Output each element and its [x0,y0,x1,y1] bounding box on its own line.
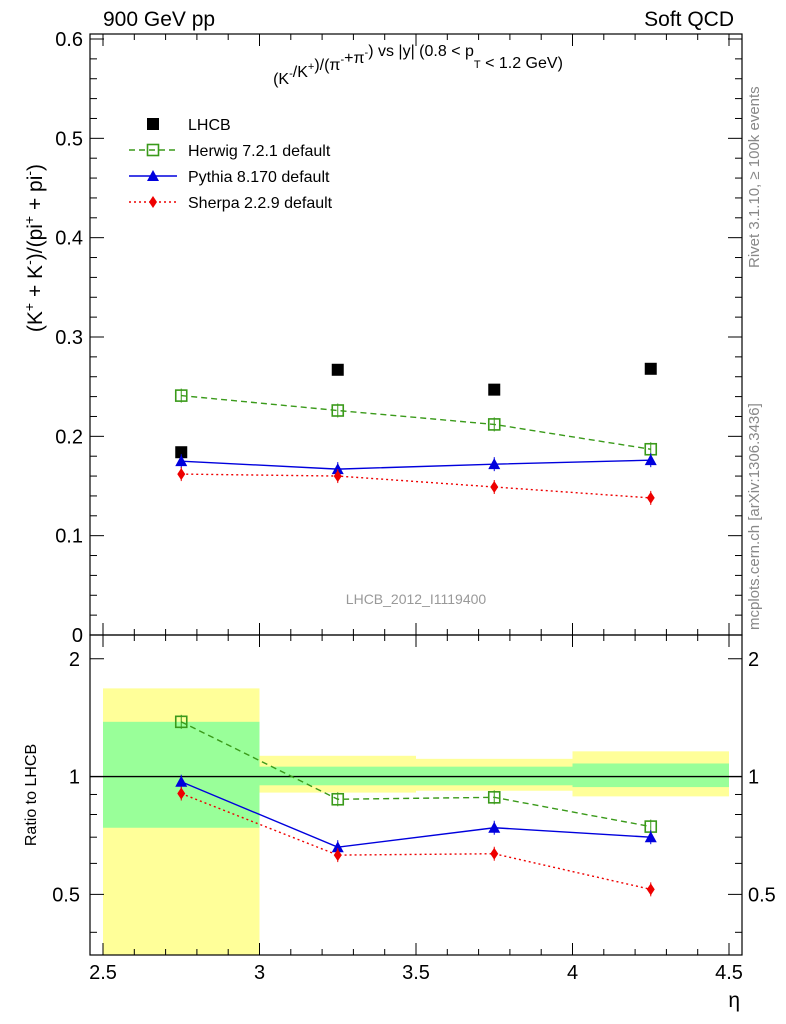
y-axis-label-part: (K [24,311,47,332]
ratio-y-tick-label: 1 [69,767,80,789]
ratio-point-1 [175,775,188,787]
plot-title-part: T [474,59,481,71]
data-point-1 [487,418,501,431]
series-line-1 [181,394,651,450]
data-point-3 [490,480,499,493]
y-axis-label-part: + [21,216,37,224]
x-tick-label: 3.5 [402,962,430,984]
legend-label: Sherpa 2.2.9 default [188,195,333,212]
ratio-point-1 [644,831,657,843]
legend-label: Herwig 7.2.1 default [188,143,331,160]
y-tick-label: 0.5 [55,128,83,150]
data-point-2 [644,454,657,466]
y-tick-label: 0.4 [55,228,83,250]
ratio-y-tick-label: 0.5 [52,884,80,906]
ratio-point-2 [490,847,499,860]
plot-title-part: - [289,68,293,80]
plot-title-part: - [340,54,344,66]
header-right: Soft QCD [644,8,734,31]
ratio-point-2 [646,883,655,896]
uncertainty-band-inner [572,763,729,788]
data-point-3 [333,470,342,483]
ratio-plot-panel: 2.5 3 3.5 4 4.5 η 0.5 0.5 1 1 2 2 Ratio to LHCB [23,634,776,1012]
plot-title-part: < 1.2 GeV) [481,55,563,72]
series-line-3 [181,473,651,499]
data-point-0 [175,446,188,459]
x-tick-label: 4.5 [715,962,743,984]
ratio-point-0 [331,792,345,806]
ratio-y-tick-label-right: 1 [748,767,759,789]
y-tick-label: 0.3 [55,327,83,349]
analysis-watermark: LHCB_2012_I1119400 [346,591,487,607]
y-axis-label-part: + K [24,265,47,303]
main-plot-panel: 00.10.20.30.40.50.6(K+ + K-)/(pi+ + pi-)… [21,29,743,647]
data-point-2 [488,458,501,470]
ratio-point-0 [487,791,501,804]
x-tick-label: 4 [567,962,578,984]
data-point-2 [175,455,188,467]
y-tick-label: 0 [72,625,83,647]
legend-label: LHCB [188,117,231,134]
plot-title-part: +π [344,50,364,67]
ratio-line-2 [180,792,651,891]
legend-marker [146,143,160,157]
ratio-point-2 [177,787,186,800]
plot-title-part: + [308,61,314,73]
data-point-3 [177,468,186,481]
series-line-2 [181,459,651,470]
y-tick-label: 0.6 [55,29,83,51]
y-tick-label: 0.1 [55,526,83,548]
data-point-3 [646,491,655,504]
plot-title: (K-/K+)/(π-+π-) vs |y| (0.8 < pT < 1.2 G… [273,43,563,88]
x-axis-label: η [728,989,740,1012]
ratio-y-axis-label: Ratio to LHCB [23,744,40,846]
legend-marker [149,196,157,208]
y-axis-label-part: )/(pi [24,224,47,260]
legend-label: Pythia 8.170 default [188,169,330,186]
y-axis-label-part: - [21,171,37,176]
plot-title-part: - [365,47,369,59]
plot-title-part: /K [293,64,308,81]
header-left: 900 GeV pp [103,8,216,31]
data-point-2 [331,463,344,475]
ratio-point-1 [331,841,344,853]
ratio-y-tick-label-right: 2 [748,649,759,671]
data-point-1 [331,404,345,417]
plot-title-part: (K [273,71,289,88]
y-axis-label-part: - [21,260,37,265]
data-point-1 [174,389,188,402]
plot-title-part: ) vs |y| (0.8 < p [368,43,474,60]
ratio-y-tick-label-right: 0.5 [748,884,776,906]
y-axis-label-part: ) [24,164,47,171]
legend-marker [147,118,159,130]
ratio-line-0 [180,721,651,828]
data-point-0 [644,362,657,375]
y-tick-label: 0.2 [55,426,83,448]
x-tick-label: 3 [254,962,265,984]
x-tick-label: 2.5 [89,962,117,984]
ratio-point-1 [488,821,501,833]
ratio-line-1 [180,781,651,848]
y-axis-label-part: + [21,303,37,311]
ratio-y-tick-label: 2 [69,649,80,671]
legend-marker [147,170,159,181]
plot-title-part: )/(π [314,57,340,74]
ratio-point-2 [333,849,342,862]
data-point-0 [331,363,344,376]
data-point-0 [488,383,501,396]
ratio-point-0 [174,715,188,729]
y-axis-label-part: + pi [24,176,47,216]
y-axis-label: (K+ + K-)/(pi+ + pi-) [21,164,47,332]
